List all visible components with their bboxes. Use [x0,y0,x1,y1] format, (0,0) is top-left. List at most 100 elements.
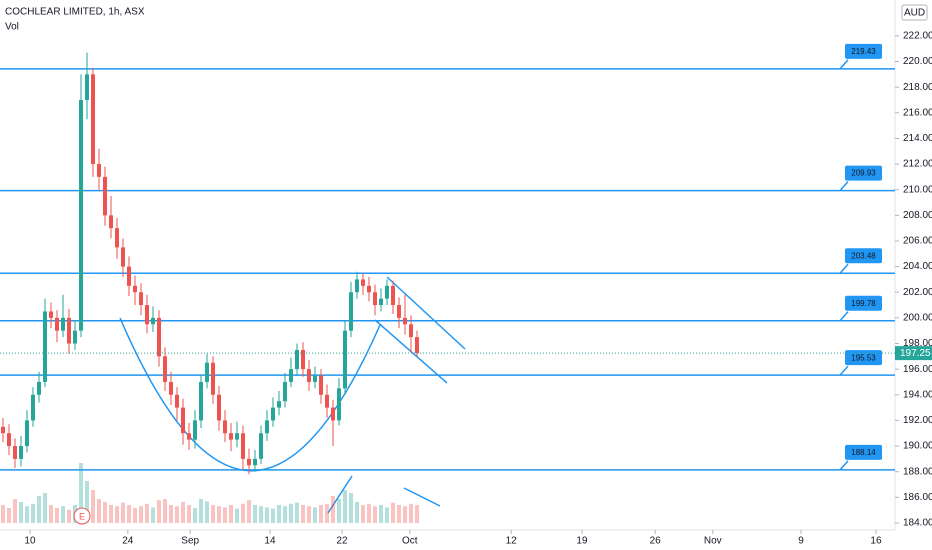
y-tick-label: 202.00 [903,287,932,298]
volume-bar [336,499,341,523]
volume-bar [366,503,371,523]
level-label: 203.48 [851,251,876,260]
volume-bar [90,490,95,523]
candle-body [300,349,305,370]
y-tick-label: 208.00 [903,210,932,221]
volume-bar [300,505,305,523]
level-callout [845,444,882,460]
currency-box[interactable] [901,4,928,21]
volume-bar [324,503,329,523]
level-pointer [839,365,849,376]
volume-bar [60,506,65,523]
candle-body [18,446,23,459]
candle-body [318,375,323,395]
candle-body [252,458,257,466]
candle-body [102,176,107,216]
y-tick-label: 200.00 [903,313,932,324]
candle-body [342,330,347,389]
candle-body [348,292,353,331]
x-tick-label: 19 [576,536,588,547]
candle-body [108,215,113,229]
y-tick-label: 186.00 [903,492,932,503]
volume-bar [408,503,413,523]
candle-body [96,164,101,177]
volume-bar [126,505,131,523]
event-marker-circle[interactable] [73,507,91,525]
volume-bar [24,506,29,523]
candle-body [396,305,401,318]
candle-body [222,420,227,434]
candle-body [60,317,65,331]
candle-body [354,279,359,293]
y-tick-label: 184.00 [903,518,932,529]
level-callout [845,295,882,311]
level-label: 199.78 [851,299,876,308]
volume-bar [414,505,419,523]
x-tick-label: Nov [704,536,722,547]
x-tick-label: 24 [122,536,134,547]
volume-bar [42,493,47,523]
volume-bar [198,499,203,523]
y-tick-label: 194.00 [903,389,932,400]
candle-body [36,381,41,395]
volume-bar [348,493,353,523]
level-pointer [839,59,849,70]
volume-bar [6,508,11,523]
candle-body [408,324,413,338]
candle-body [6,433,11,447]
volume-bar [330,496,335,523]
candle-body [144,305,149,325]
candle-body [294,349,299,370]
y-tick-label: 214.00 [903,133,932,144]
volume-bar [192,508,197,523]
y-tick-label: 190.00 [903,441,932,452]
volume-bar [378,505,383,523]
volume-bar [264,507,269,523]
volume-label: Vol [5,22,19,33]
level-label: 219.43 [851,47,876,56]
candle-body [384,285,389,299]
y-tick-label: 198.00 [903,338,932,349]
x-tick-label: 22 [336,536,348,547]
candle-body [324,394,329,408]
volume-bar [210,505,215,523]
candle-body [78,99,83,331]
volume-bar [30,503,35,523]
candle-body [138,292,143,306]
candle-body [288,369,293,382]
candle-body [276,401,281,408]
volume-bar [222,507,227,523]
volume-bar [150,507,155,523]
volume-bar [396,505,401,523]
candle-body [48,311,53,318]
volume-bar [102,502,107,523]
volume-bar [132,508,137,523]
volume-bar [270,508,275,523]
level-pointer [839,311,849,322]
level-label: 188.14 [851,448,876,457]
candle-body [30,394,35,421]
volume-bar [204,501,209,523]
volume-bar [96,499,101,523]
volume-bar [174,506,179,523]
volume-bar [240,503,245,523]
candle-body [312,375,317,382]
candle-body [336,388,341,421]
last-price-box [895,346,932,361]
volume-bar [78,463,83,523]
volume-bar [246,500,251,523]
candle-body [168,381,173,395]
volume-bar [186,505,191,523]
level-callout [845,350,882,366]
y-tick-label: 196.00 [903,364,932,375]
x-tick-label: Sep [181,536,199,547]
chart-title: COCHLEAR LIMITED, 1h, ASX [5,7,145,18]
volume-bar [114,506,119,523]
volume-bar [234,508,239,523]
x-tick-label: 16 [870,536,882,547]
volume-bar [360,505,365,523]
candle-body [198,381,203,421]
volume-bar [216,506,221,523]
candle-body [120,247,125,267]
y-tick-label: 210.00 [903,184,932,195]
